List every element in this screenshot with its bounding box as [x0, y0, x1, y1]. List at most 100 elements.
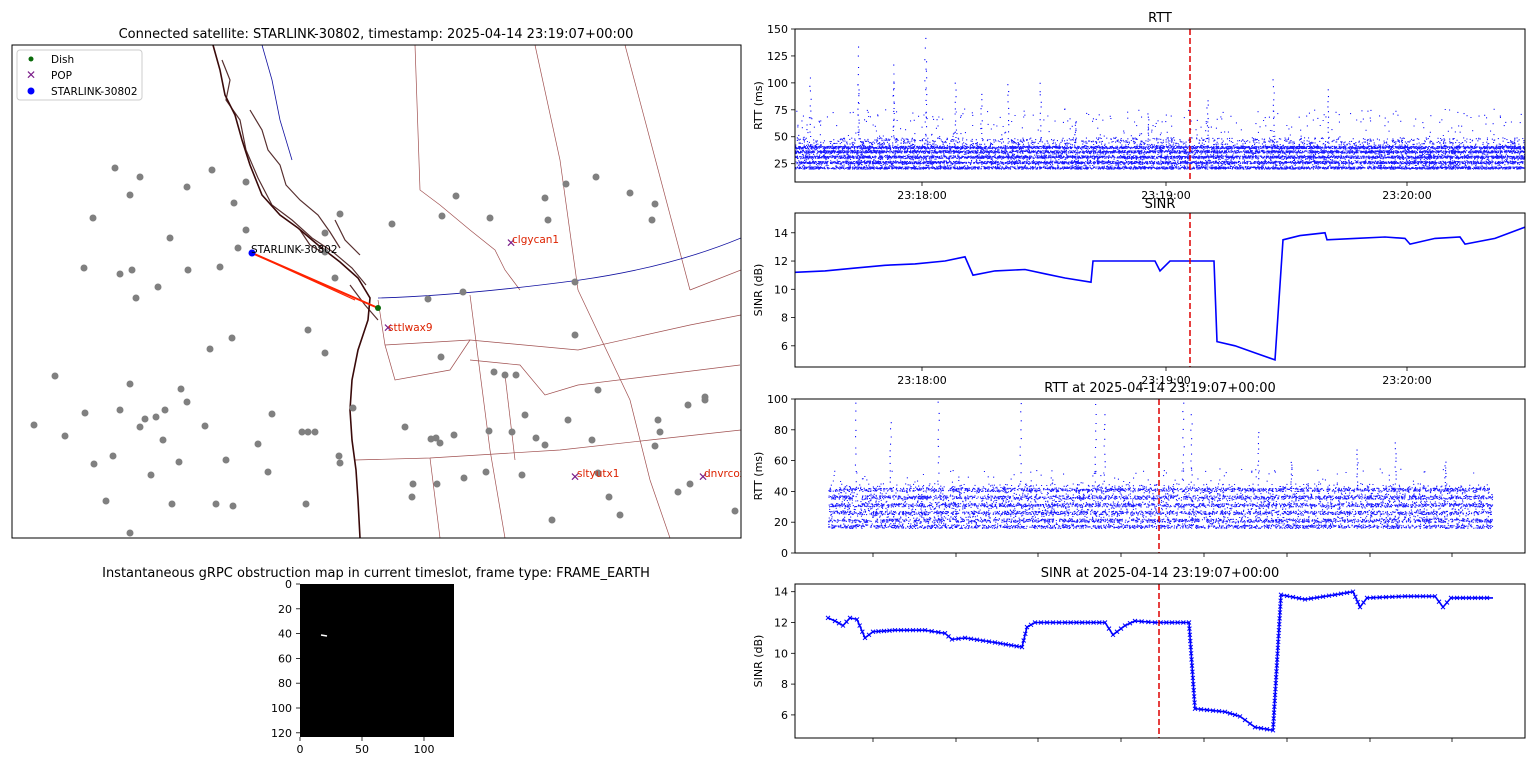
sinr-marker — [1320, 594, 1326, 599]
rtt-scatter-cloud — [828, 467, 1494, 530]
sinr-marker — [1448, 595, 1454, 601]
map-frame — [11, 44, 742, 539]
gateway-marker — [486, 214, 494, 222]
dish-marker — [375, 305, 381, 311]
chart-plot-area — [828, 401, 1494, 530]
chart-x-tick-label: 23:20:00 — [1382, 374, 1431, 387]
pop-clgycan1: ✕ clgycan1 — [506, 234, 559, 250]
sinr-marker — [1114, 629, 1120, 635]
rtt-spike — [1039, 82, 1042, 139]
gateway-marker — [588, 436, 596, 444]
obstruction-x-tick-label: 50 — [355, 743, 369, 756]
sinr-marker — [1274, 657, 1280, 662]
sinr-marker — [866, 632, 872, 638]
gateway-marker — [541, 194, 549, 202]
sinr-marker — [1408, 593, 1414, 599]
gateway-marker — [222, 456, 230, 464]
gateway-marker — [501, 371, 509, 379]
satellite-label: STARLINK-30802 — [251, 244, 338, 256]
obstruction-title: Instantaneous gRPC obstruction map in cu… — [102, 566, 650, 581]
sinr-marker — [1277, 610, 1283, 615]
sinr-marker — [1277, 615, 1282, 621]
rtt-spike — [1444, 461, 1447, 489]
sinr-marker — [1242, 717, 1248, 723]
svg-text:✕: ✕ — [698, 470, 708, 484]
gateway-marker — [166, 234, 174, 242]
chart-y-tick-label: 50 — [774, 131, 788, 144]
gateway-marker — [136, 423, 144, 431]
gateway-marker — [175, 458, 183, 466]
pop-label: dnvrcox1 — [704, 468, 752, 480]
gateway-marker — [331, 274, 339, 282]
obstruction-panel: Instantaneous gRPC obstruction map in cu… — [102, 566, 650, 756]
sinr-marker — [1275, 645, 1281, 651]
gateway-marker — [321, 248, 329, 256]
sinr-marker — [1264, 726, 1270, 732]
sinr-marker — [1227, 711, 1233, 716]
sinr-marker — [1273, 674, 1279, 680]
obstruction-x-tick-label: 0 — [297, 743, 304, 756]
sinr-marker — [1271, 710, 1277, 715]
sinr-marker — [1338, 591, 1344, 597]
sinr-marker — [1420, 593, 1426, 599]
obstruction-y-tick-label: 80 — [278, 677, 292, 690]
gateway-marker — [427, 435, 435, 443]
sinr-marker — [887, 628, 892, 633]
sinr-marker — [1187, 626, 1192, 632]
sinr-marker — [1127, 620, 1133, 626]
chart-panel-2: SINR SINR (dB) 6 8 10 12 14 23:18:00 23:19:00 23:… — [752, 197, 1526, 387]
sinr-marker — [1436, 599, 1442, 605]
sinr-marker — [1079, 620, 1085, 625]
gateway-marker — [648, 216, 656, 224]
chart-y-tick-label: 6 — [781, 340, 788, 353]
sinr-marker — [1302, 597, 1308, 602]
sinr-marker — [1102, 620, 1108, 625]
gateway-marker — [90, 460, 98, 468]
sinr-marker — [1050, 620, 1056, 625]
sinr-marker — [1326, 593, 1332, 599]
gateway-marker — [184, 266, 192, 274]
sinr-marker — [1308, 596, 1314, 601]
sinr-marker — [1232, 712, 1238, 718]
rtt-spike — [1182, 402, 1185, 481]
sinr-marker — [1187, 638, 1193, 644]
sinr-marker — [1186, 620, 1192, 625]
chart-title: RTT at 2025-04-14 23:19:07+00:00 — [1044, 381, 1276, 396]
obstruction-y-tick-label: 120 — [271, 727, 292, 740]
sinr-marker — [854, 617, 860, 622]
rtt-spike — [1190, 414, 1193, 483]
obstruction-y-ticks: 0 20 40 60 80 100 120 — [271, 578, 300, 740]
sinr-marker — [1389, 594, 1395, 600]
gateway-marker — [147, 471, 155, 479]
chart-x-tick-label: 23:19:00 — [1141, 189, 1190, 202]
sinr-marker — [974, 637, 980, 643]
sinr-marker — [1190, 669, 1195, 675]
sinr-marker — [929, 628, 935, 634]
obstruction-x-tick-label: 100 — [414, 743, 435, 756]
gateway-marker — [212, 500, 220, 508]
sinr-marker — [1190, 675, 1196, 681]
sinr-marker — [1169, 620, 1175, 625]
gateway-marker — [304, 428, 312, 436]
sinr-marker — [1190, 681, 1196, 687]
map-coastline — [212, 45, 371, 538]
sinr-marker — [1024, 624, 1030, 630]
chart-y-tick-label: 12 — [774, 255, 788, 268]
map-area: STARLINK-30802 ✕ sttlwax9 ✕ clgycan1 ✕ s… — [12, 45, 752, 538]
gateway-marker — [89, 214, 97, 222]
gateway-marker — [228, 334, 236, 342]
sinr-marker — [1188, 644, 1194, 650]
chart-plot-area — [795, 37, 1525, 170]
sinr-marker — [1454, 595, 1460, 601]
sinr-marker — [1284, 593, 1290, 599]
chart-frame — [794, 583, 1526, 739]
sinr-marker — [876, 629, 881, 634]
gateway-marker — [433, 480, 441, 488]
sinr-marker — [1192, 700, 1197, 705]
sinr-marker — [1091, 620, 1096, 625]
gateway-marker — [541, 441, 549, 449]
sinr-marker — [1444, 600, 1450, 605]
obstruction-y-tick-label: 20 — [278, 603, 292, 616]
pop-dnvrcox1: ✕ dnvrcox1 — [698, 468, 752, 484]
